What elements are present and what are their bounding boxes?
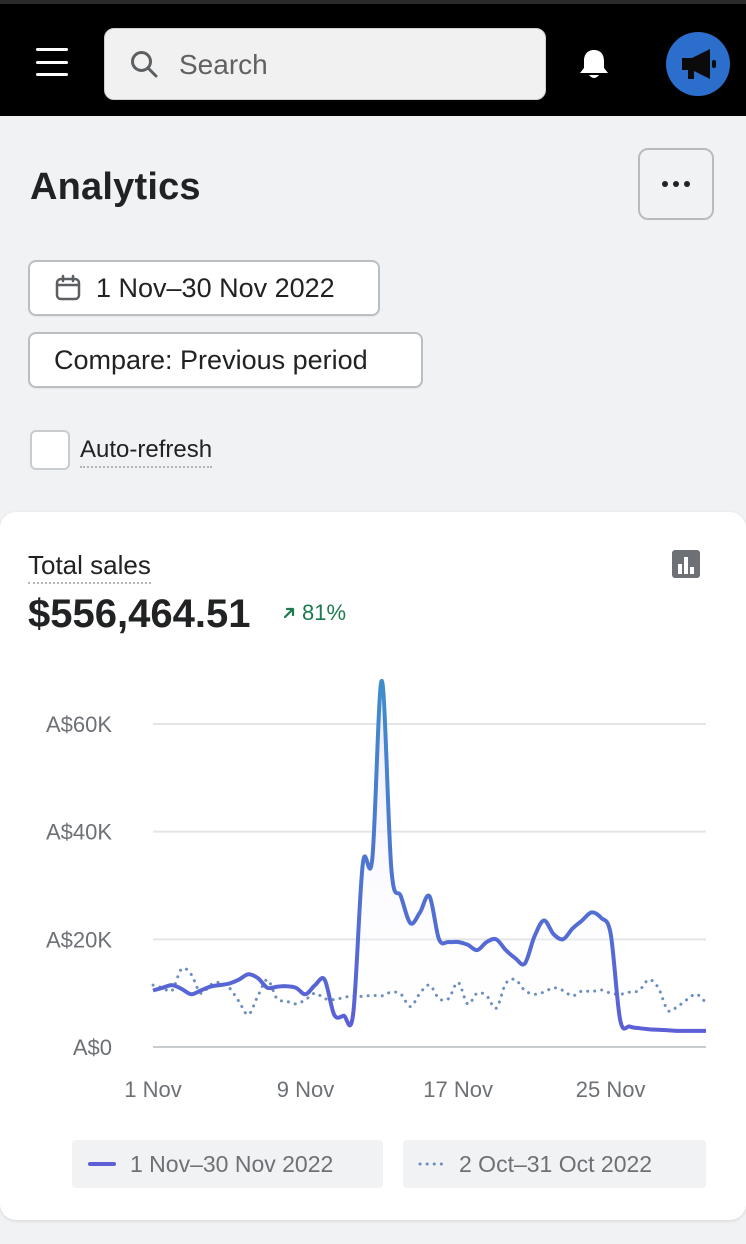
date-range-label: 1 Nov–30 Nov 2022 (96, 272, 335, 303)
dotted-line-swatch (418, 1162, 445, 1166)
legend-label: 1 Nov–30 Nov 2022 (130, 1150, 334, 1177)
auto-refresh-label[interactable]: Auto-refresh (80, 436, 213, 468)
total-sales-value: $556,464.51 (28, 592, 251, 636)
x-tick-label: 25 Nov (576, 1077, 646, 1102)
series-area (153, 680, 706, 1047)
y-tick-label: A$60K (46, 712, 112, 737)
change-value: 81% (302, 600, 347, 625)
bar-chart-icon[interactable] (670, 548, 702, 580)
bell-icon[interactable] (576, 46, 612, 82)
search-icon (131, 51, 158, 78)
legend-label: 2 Oct–31 Oct 2022 (459, 1150, 653, 1177)
date-range-button[interactable]: 1 Nov–30 Nov 2022 (28, 260, 380, 316)
page-title: Analytics (30, 166, 201, 208)
legend-previous-period[interactable]: 2 Oct–31 Oct 2022 (403, 1140, 706, 1188)
more-actions-button[interactable] (638, 148, 714, 220)
hamburger-line (36, 48, 68, 51)
arrow-up-right-icon (283, 607, 295, 619)
calendar-icon (55, 274, 81, 301)
more-dot (662, 181, 668, 187)
more-dot (684, 181, 690, 187)
search-input[interactable]: Search (104, 28, 546, 100)
total-sales-card: Total sales $556,464.51 81% A$0 A$20K A$40… (0, 512, 746, 1220)
x-tick-label: 9 Nov (277, 1077, 334, 1102)
sales-chart: A$0 A$20K A$40K A$60K 1 Nov 9 Nov 17 Nov 25 Nov (46, 678, 708, 1102)
solid-line-swatch (88, 1162, 116, 1166)
change-indicator: 81% (282, 600, 346, 626)
x-tick-label: 17 Nov (423, 1077, 493, 1102)
more-dot (673, 181, 679, 187)
card-title[interactable]: Total sales (28, 550, 151, 584)
auto-refresh-checkbox[interactable] (30, 430, 70, 470)
y-tick-label: A$40K (46, 820, 112, 845)
legend-current-period[interactable]: 1 Nov–30 Nov 2022 (72, 1140, 383, 1188)
series-line-previous[interactable] (151, 966, 708, 1017)
compare-label: Compare: Previous period (54, 344, 368, 375)
compare-button[interactable]: Compare: Previous period (28, 332, 423, 388)
hamburger-line (36, 60, 68, 64)
y-tick-label: A$0 (73, 1035, 112, 1060)
series-line-current[interactable] (152, 678, 706, 1033)
search-placeholder: Search (179, 49, 268, 80)
hamburger-line (36, 73, 68, 76)
hamburger-icon[interactable] (36, 48, 68, 76)
megaphone-glyph (682, 49, 716, 79)
y-tick-label: A$20K (46, 927, 112, 952)
x-tick-label: 1 Nov (124, 1077, 181, 1102)
megaphone-icon[interactable] (666, 32, 730, 96)
top-bar: Search (0, 0, 746, 116)
